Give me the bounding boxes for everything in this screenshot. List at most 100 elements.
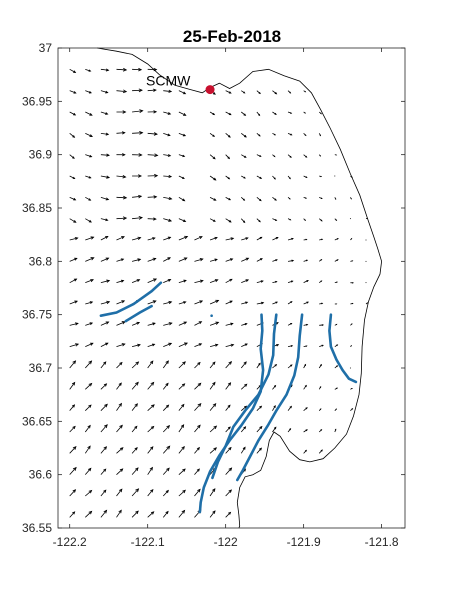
x-tick-label: -121.8 [365, 535, 399, 549]
current-vector [131, 343, 141, 348]
current-vector [147, 404, 155, 411]
current-vector [131, 279, 141, 284]
current-vector [147, 360, 154, 369]
current-vector [100, 235, 109, 241]
current-vector [69, 466, 77, 475]
current-vector [272, 132, 277, 136]
current-vector [319, 196, 323, 199]
current-vector [209, 111, 216, 116]
current-vector [116, 279, 125, 284]
current-vector [132, 216, 143, 220]
current-vector [318, 111, 322, 115]
current-vector [100, 489, 107, 497]
current-vector [240, 426, 247, 433]
current-vector [69, 90, 77, 94]
y-tick-label: 36.55 [22, 521, 52, 535]
current-vector [365, 260, 367, 262]
current-vector [272, 364, 278, 369]
current-vector [256, 133, 261, 137]
current-vector [116, 402, 122, 411]
current-vector [256, 425, 263, 433]
current-vector [319, 175, 323, 178]
current-vector [287, 111, 293, 114]
current-vector [116, 488, 123, 497]
current-vector [163, 196, 173, 201]
current-vector [132, 130, 144, 135]
current-vector [318, 218, 323, 222]
current-vector [256, 301, 265, 305]
current-vector [365, 302, 369, 305]
current-vector [225, 218, 232, 223]
current-vector [163, 236, 172, 241]
current-vector [350, 260, 354, 262]
current-vector [272, 384, 277, 390]
current-vector [69, 133, 76, 138]
current-vector [318, 280, 323, 283]
current-vector [350, 302, 354, 305]
current-vector [209, 447, 218, 454]
current-vector [319, 302, 324, 305]
current-vector [349, 367, 351, 369]
current-vector [225, 322, 234, 326]
y-tick-label: 36.85 [22, 201, 52, 215]
axes-frame [57, 47, 406, 529]
current-vector [100, 90, 109, 94]
current-vector [100, 132, 110, 136]
current-vector [178, 218, 187, 223]
current-vector [116, 195, 128, 200]
current-vector [194, 343, 203, 348]
current-vector [85, 175, 92, 179]
current-vector [147, 173, 159, 178]
current-vector [69, 404, 76, 411]
current-vector [194, 279, 204, 284]
current-vector [147, 110, 158, 114]
current-vector [225, 426, 231, 433]
current-vector [303, 238, 308, 241]
current-vector [132, 88, 143, 93]
current-vector [240, 197, 246, 201]
current-vector [116, 258, 125, 262]
current-vector [147, 511, 155, 518]
current-vector [163, 257, 171, 262]
current-vector-field [69, 67, 369, 518]
current-vector [334, 175, 336, 177]
current-vector [100, 300, 111, 305]
current-vector [100, 175, 111, 179]
current-vector [116, 89, 128, 94]
current-vector [116, 216, 128, 221]
current-vector [334, 408, 338, 411]
current-vector [272, 301, 279, 305]
current-vector [163, 322, 173, 326]
current-vector [84, 445, 91, 454]
current-vector [147, 425, 155, 433]
current-vector [241, 322, 248, 326]
current-vector [131, 467, 139, 475]
current-vector [69, 237, 79, 241]
current-vector [194, 258, 204, 262]
y-axis: 36.55 36.6 36.65 36.7 36.75 36.8 36.85 36.9 36.9… [22, 41, 405, 535]
current-vector [131, 321, 141, 326]
current-vector [194, 424, 201, 433]
current-vector [225, 278, 233, 284]
current-vector [85, 236, 95, 241]
current-vector [162, 489, 169, 497]
current-vector [178, 132, 187, 137]
coastline [96, 47, 383, 529]
current-vector [147, 88, 157, 92]
current-vector [225, 489, 232, 497]
current-vector [365, 239, 367, 241]
x-tick-label: -121.9 [287, 535, 321, 549]
current-vector [209, 343, 219, 348]
current-vector [319, 238, 324, 241]
current-vector [178, 424, 185, 433]
current-vector [178, 509, 186, 518]
current-vector [116, 321, 126, 326]
current-vector [85, 279, 95, 284]
current-vector [178, 445, 185, 454]
y-tick-label: 37 [39, 41, 53, 55]
current-vector [116, 343, 126, 348]
current-vector [303, 111, 306, 114]
current-vector [178, 154, 186, 158]
current-vector [287, 237, 294, 241]
current-vector [100, 68, 110, 72]
